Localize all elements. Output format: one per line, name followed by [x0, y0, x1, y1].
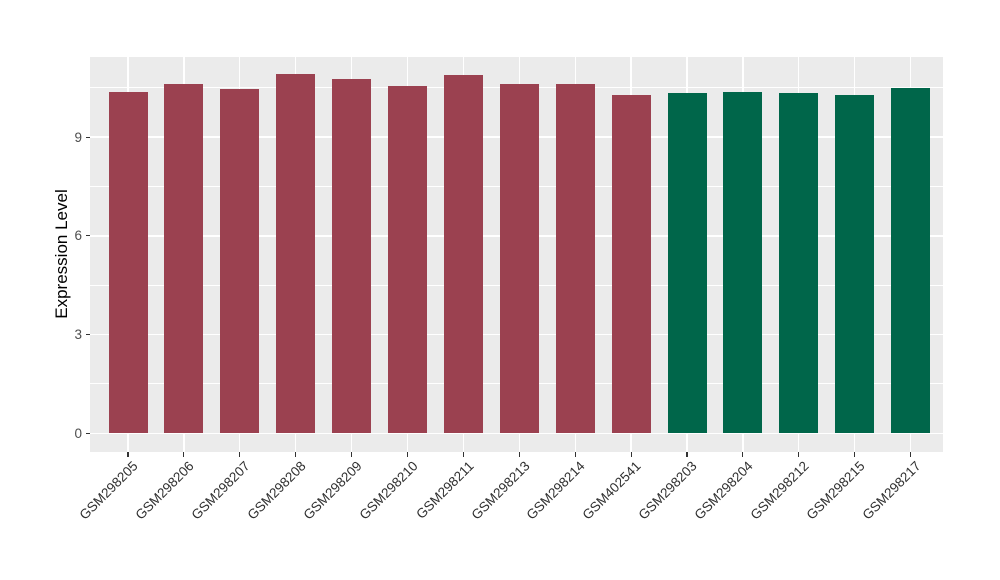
x-tick-label-GSM298208: GSM298208	[244, 458, 309, 523]
x-tick-label-GSM298213: GSM298213	[467, 458, 533, 523]
bar-GSM298211	[443, 74, 483, 434]
bar-GSM298203	[667, 92, 707, 434]
x-tick-GSM298213	[518, 452, 520, 457]
x-tick-label-GSM298215: GSM298215	[803, 458, 868, 523]
y-tick-0	[85, 432, 90, 434]
x-tick-GSM298204	[742, 452, 744, 457]
bar-GSM298204	[723, 92, 763, 434]
x-tick-GSM298209	[351, 452, 353, 457]
x-tick-GSM298210	[406, 452, 409, 457]
x-tick-GSM298206	[183, 452, 185, 457]
x-tick-label-GSM298203: GSM298203	[635, 458, 700, 523]
x-tick-GSM298203	[686, 452, 688, 457]
bar-GSM298213	[499, 84, 539, 434]
bar-GSM298209	[332, 78, 372, 434]
x-tick-GSM298208	[295, 452, 297, 457]
y-tick-label-3: 3	[74, 327, 82, 343]
x-tick-GSM298211	[462, 452, 464, 457]
x-tick-label-GSM298211: GSM298211	[412, 458, 477, 522]
y-tick-3	[85, 333, 90, 336]
x-tick-GSM298215	[854, 452, 856, 457]
x-tick-label-GSM298217: GSM298217	[859, 458, 924, 523]
bar-GSM298205	[108, 92, 148, 434]
y-tick-6	[85, 235, 90, 237]
x-tick-GSM298205	[127, 452, 129, 457]
bar-GSM298217	[891, 88, 931, 434]
bar-GSM298207	[220, 89, 260, 434]
x-tick-label-GSM298212: GSM298212	[747, 458, 812, 523]
y-tick-label-6: 6	[74, 228, 82, 244]
bar-GSM402541	[611, 95, 651, 434]
bar-GSM298210	[388, 85, 427, 434]
x-tick-GSM402541	[630, 452, 632, 457]
major-gridline-y-0	[90, 432, 943, 434]
bar-GSM298214	[555, 83, 595, 434]
x-tick-GSM298212	[798, 452, 800, 457]
x-tick-label-GSM298209: GSM298209	[300, 458, 365, 523]
x-tick-label-GSM298214: GSM298214	[523, 458, 589, 523]
x-tick-label-GSM298207: GSM298207	[188, 458, 253, 523]
bar-GSM298212	[779, 93, 819, 434]
x-tick-label-GSM402541: GSM402541	[579, 458, 645, 523]
x-tick-label-GSM298210: GSM298210	[356, 458, 421, 523]
y-tick-label-0: 0	[74, 425, 82, 441]
y-axis-title: Expression Level	[52, 189, 71, 319]
bar-GSM298208	[276, 73, 316, 434]
y-tick-9	[85, 136, 90, 138]
bar-GSM298215	[835, 94, 875, 434]
x-tick-GSM298214	[574, 452, 576, 457]
x-tick-label-GSM298205: GSM298205	[76, 458, 141, 523]
x-tick-label-GSM298206: GSM298206	[132, 458, 197, 523]
x-tick-label-GSM298204: GSM298204	[691, 458, 756, 523]
y-tick-label-9: 9	[74, 129, 82, 145]
x-tick-GSM298217	[910, 452, 912, 457]
plot-panel	[90, 56, 943, 452]
x-tick-GSM298207	[239, 452, 241, 457]
bar-GSM298206	[164, 84, 204, 434]
